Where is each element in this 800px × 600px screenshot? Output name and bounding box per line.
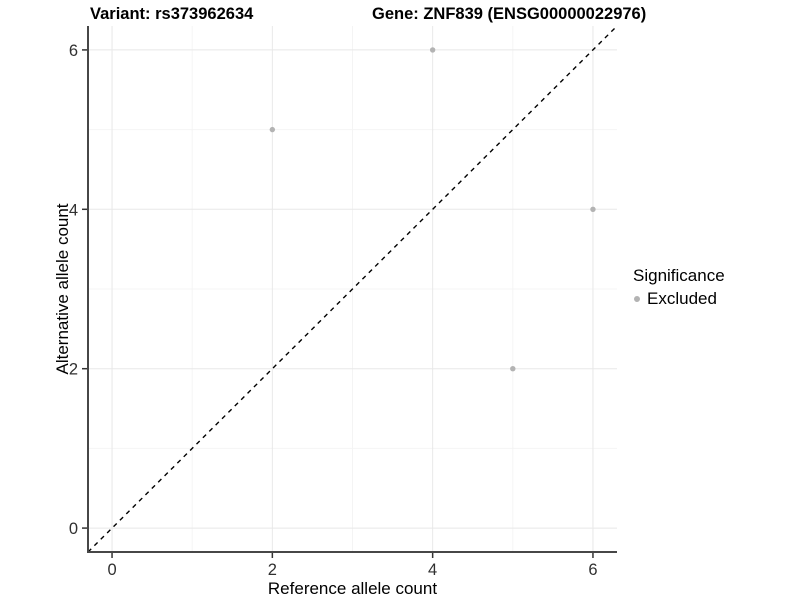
data-point xyxy=(590,206,596,213)
identity-reference-line xyxy=(87,25,618,553)
gene-title: Gene: ZNF839 (ENSG00000022976) xyxy=(372,5,647,23)
x-tick-label: 4 xyxy=(428,561,437,579)
x-tick-label: 0 xyxy=(107,561,116,579)
x-tick-label: 6 xyxy=(588,561,597,579)
x-tick-label: 2 xyxy=(268,561,277,579)
x-axis-title: Reference allele count xyxy=(268,579,437,598)
data-point xyxy=(429,47,436,53)
y-axis-title: Alternative allele count xyxy=(53,203,72,374)
y-tick-label: 6 xyxy=(69,42,78,60)
legend-item-label: Excluded xyxy=(647,289,717,308)
data-point xyxy=(269,126,276,133)
y-tick-label: 2 xyxy=(69,361,78,379)
legend-title: Significance xyxy=(633,266,725,285)
variant-title: Variant: rs373962634 xyxy=(90,5,254,23)
data-point xyxy=(510,365,516,372)
y-tick-label: 0 xyxy=(69,520,78,538)
y-tick-label: 4 xyxy=(69,201,78,219)
legend-item-excluded: Excluded xyxy=(633,289,725,309)
legend: Significance Excluded xyxy=(633,266,725,309)
legend-point-icon xyxy=(634,296,640,302)
